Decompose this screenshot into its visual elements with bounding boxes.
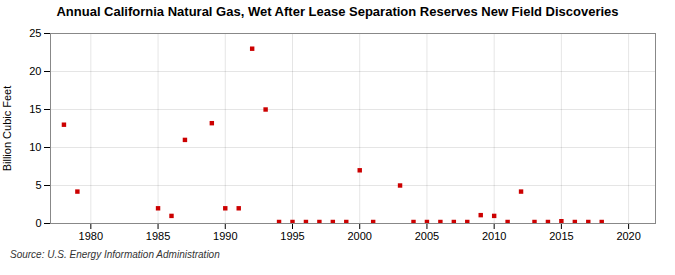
svg-text:20: 20 (29, 65, 41, 77)
svg-text:15: 15 (29, 103, 41, 115)
html-text:Source: U.S. Energy Informatio: Source: U.S. Energy Information Administ… (10, 249, 220, 260)
html-text:Annual California Natural Gas,: Annual California Natural Gas, Wet After… (56, 4, 619, 19)
svg-text:1995: 1995 (280, 230, 304, 242)
svg-text:2015: 2015 (549, 230, 573, 242)
svg-text:2020: 2020 (616, 230, 640, 242)
svg-text:1980: 1980 (79, 230, 103, 242)
svg-text:1990: 1990 (213, 230, 237, 242)
svg-text:2010: 2010 (482, 230, 506, 242)
svg-text:0: 0 (35, 217, 41, 229)
svg-text:2000: 2000 (347, 230, 371, 242)
svg-text:2005: 2005 (415, 230, 439, 242)
svg-text:10: 10 (29, 141, 41, 153)
svg-text:5: 5 (35, 179, 41, 191)
svg-text:1985: 1985 (146, 230, 170, 242)
svg-text:25: 25 (29, 27, 41, 39)
svg-text:Billion Cubic Feet: Billion Cubic Feet (1, 86, 13, 172)
